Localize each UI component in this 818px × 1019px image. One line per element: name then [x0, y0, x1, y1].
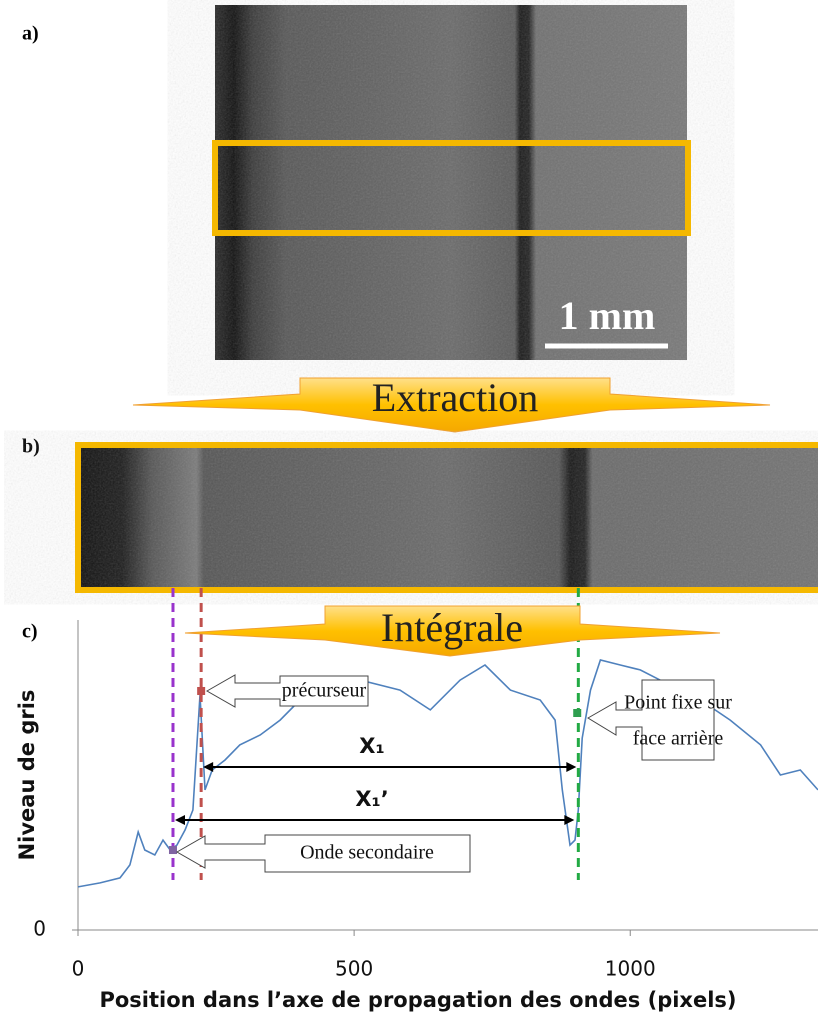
y-tick-label: 0 [33, 917, 46, 941]
callout [205, 674, 369, 708]
panel-label: b) [22, 436, 40, 458]
callout [175, 834, 471, 873]
callout-label: précurseur [282, 680, 367, 702]
panel-label: a) [22, 23, 39, 45]
marker [168, 846, 177, 855]
x-tick-label: 0 [72, 957, 85, 981]
callout-label: Onde secondaire [300, 842, 434, 864]
arrow-label: Intégrale [381, 605, 523, 650]
distance-label: X₁’ [355, 787, 388, 811]
marker [573, 709, 582, 717]
strip-border [75, 442, 818, 593]
distance-arrow-head [174, 815, 185, 825]
x-tick-label: 500 [335, 957, 373, 981]
distance-arrow-head [564, 815, 575, 825]
data-line [77, 659, 818, 888]
x-axis-label: Position dans l’axe de propagation des o… [99, 988, 736, 1012]
distance-label: X₁ [359, 734, 384, 758]
panel-label: c) [22, 621, 38, 643]
x-tick-label: 1000 [605, 957, 656, 981]
extraction-box [212, 140, 691, 236]
y-axis-label: Niveau de gris [15, 690, 39, 861]
callout-label: face arrière [633, 728, 724, 750]
scale-label: 1 mm [559, 293, 656, 338]
callout-label: Point fixe sur [624, 692, 732, 714]
distance-arrow-head [566, 762, 577, 772]
distance-arrow-head [203, 762, 214, 772]
arrow-label: Extraction [372, 375, 539, 420]
arrow [184, 605, 721, 657]
texture [78, 445, 818, 590]
texture [215, 5, 687, 360]
marker [197, 686, 206, 695]
arrow [132, 377, 771, 433]
callout [587, 679, 715, 761]
